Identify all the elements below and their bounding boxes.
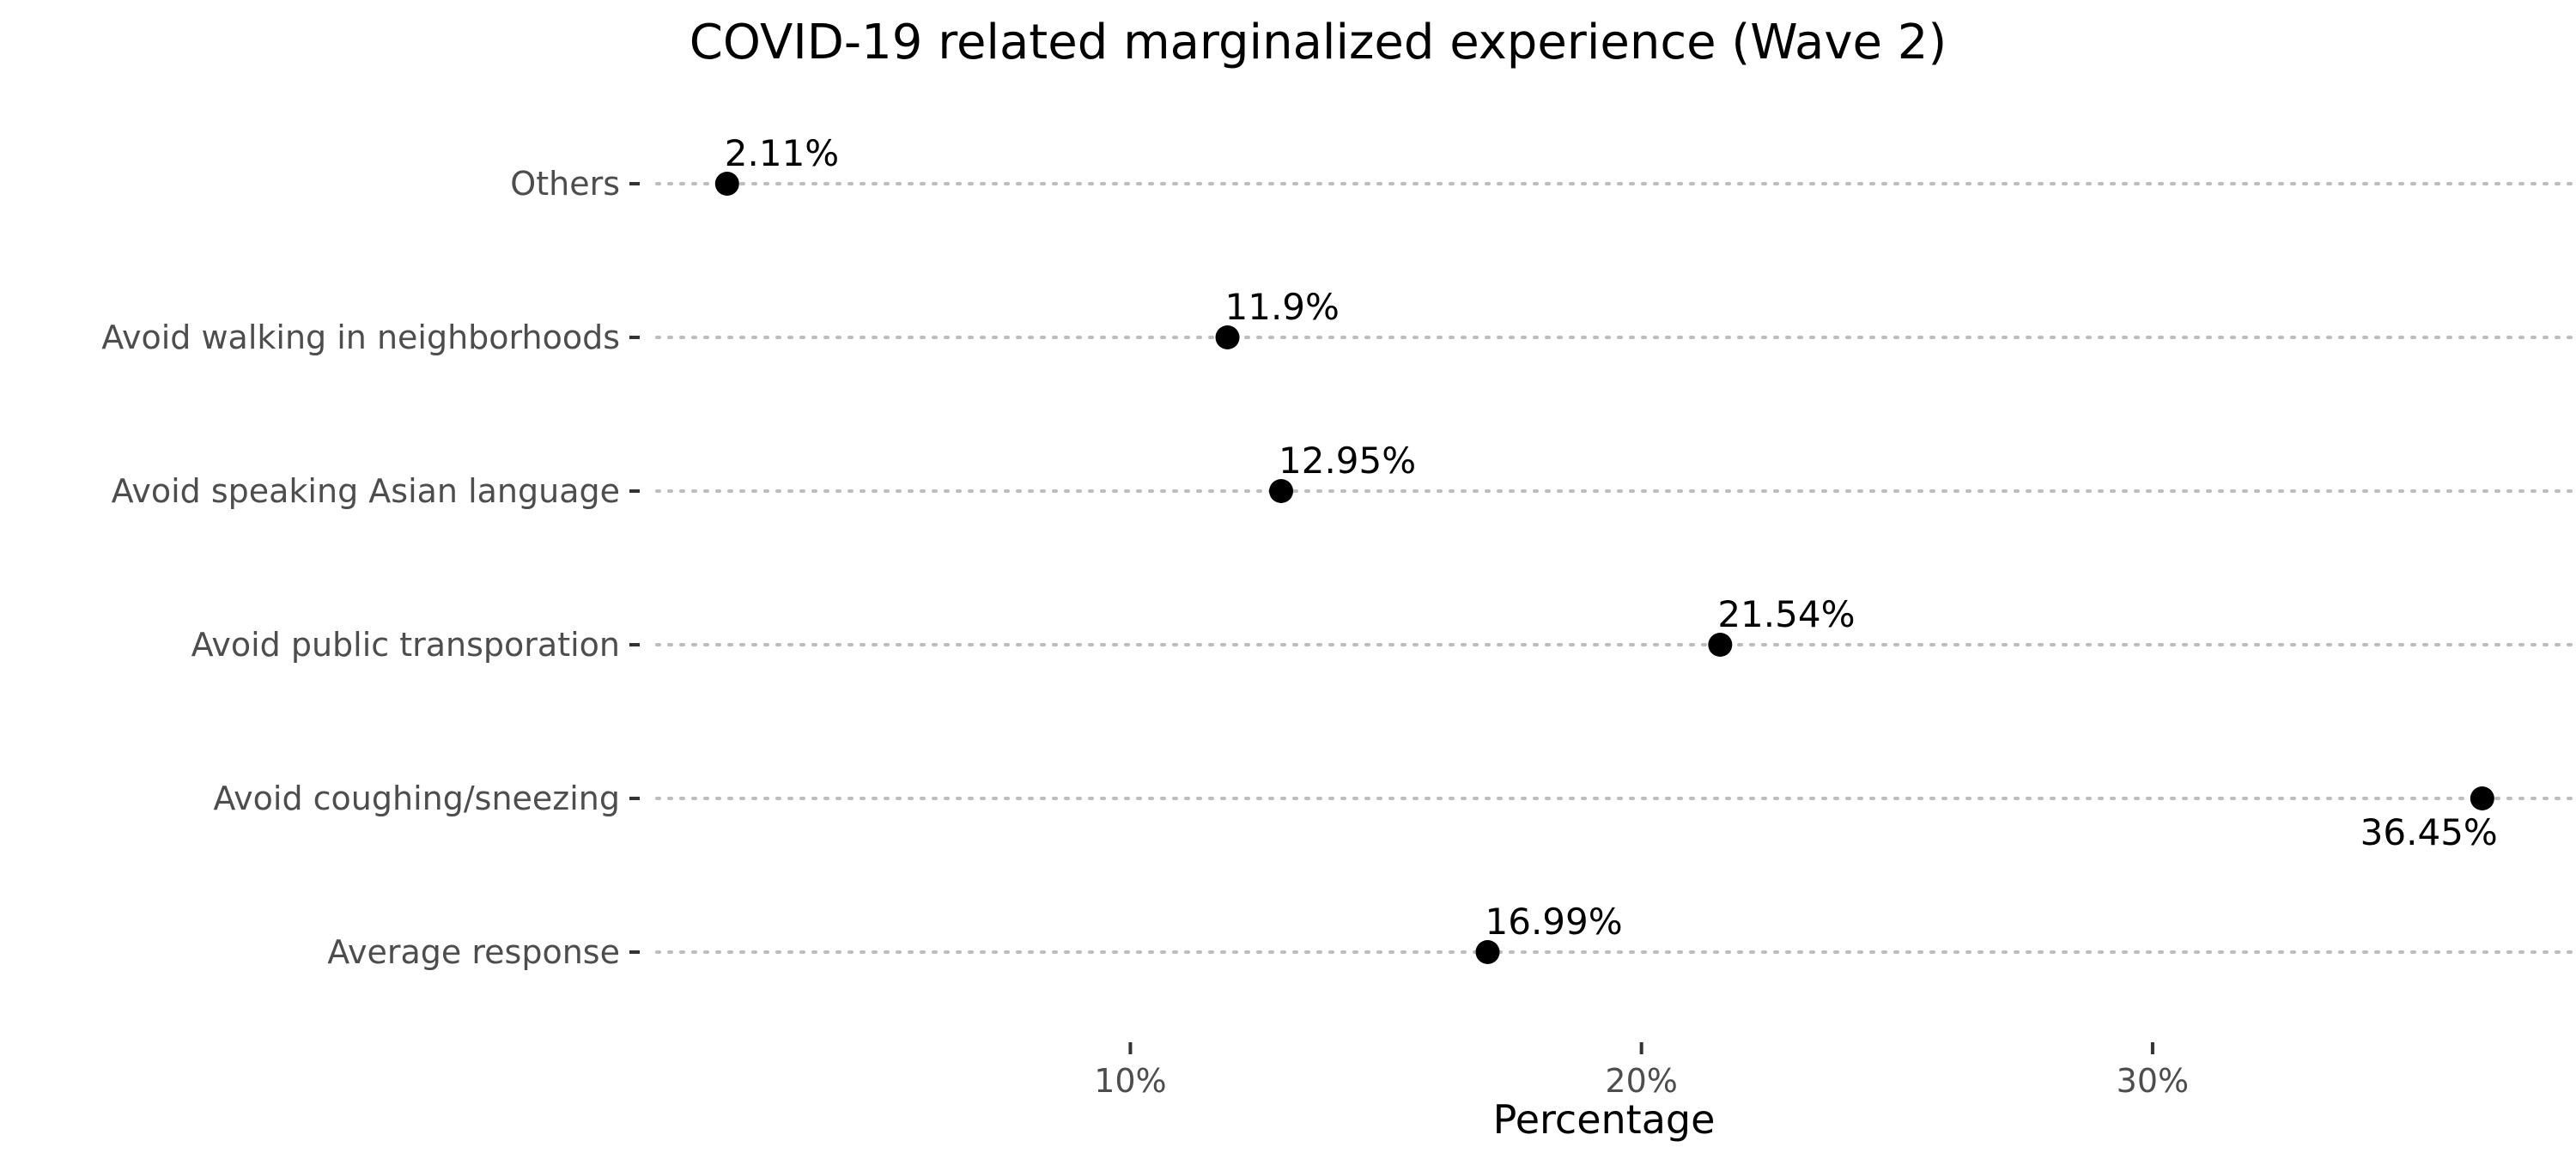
category-label: Avoid coughing/sneezing [213, 780, 620, 817]
x-tick-label: 20% [1605, 1062, 1677, 1100]
guide-lines [655, 182, 2573, 954]
chart-title: COVID-19 related marginalized experience… [690, 15, 1947, 70]
category-label: Average response [327, 933, 620, 971]
data-points [714, 172, 2494, 964]
y-axis: Others Avoid walking in neighborhoods Avoi… [101, 165, 640, 971]
data-point [1215, 325, 1240, 349]
data-label: 16.99% [1485, 901, 1623, 943]
x-axis-title: Percentage [1493, 1096, 1716, 1143]
data-label: 21.54% [1717, 593, 1855, 635]
data-labels: 2.11% 11.9% 12.95% 21.54% 36.45% 16.99% [725, 132, 2498, 943]
x-tick-label: 30% [2117, 1062, 2189, 1100]
data-label: 11.9% [1225, 286, 1340, 328]
data-point [1708, 633, 1733, 657]
x-tick-label: 10% [1094, 1062, 1166, 1100]
data-point [1269, 479, 1294, 503]
category-label: Others [510, 165, 620, 203]
data-point [714, 172, 739, 196]
data-point [1475, 940, 1500, 964]
data-label: 2.11% [725, 132, 839, 174]
category-label: Avoid public transporation [191, 626, 620, 664]
data-point [2470, 786, 2494, 810]
data-label: 12.95% [1279, 440, 1416, 482]
category-label: Avoid walking in neighborhoods [101, 319, 620, 356]
x-axis: 10% 20% 30% [1094, 1042, 2189, 1100]
data-label: 36.45% [2360, 811, 2498, 853]
category-label: Avoid speaking Asian language [112, 472, 620, 510]
